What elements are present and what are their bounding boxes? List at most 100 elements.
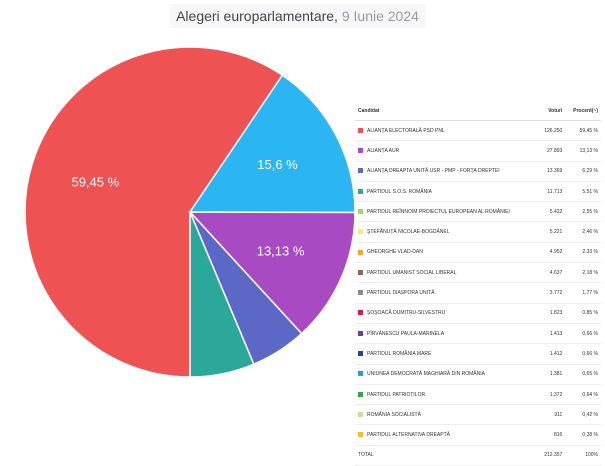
pie-slice [24,46,284,378]
slice-label: 13,13 % [257,243,305,258]
votes-cell: 5.221 [537,221,566,243]
color-swatch [358,310,363,316]
table-row: ALIANȚA AUR 27.893 13,13 % [355,140,601,162]
color-swatch [358,148,363,154]
chart: 59,45 % 15,6 % 13,13 % [24,46,356,378]
candidate-name: PÎRVĂNESCU PAULA-MARINELA [367,330,445,337]
name-cell: ȘTEFĂNUȚĂ NICOLAE-BOGDĂNEL [355,221,538,243]
percent-cell: 5,51 % [565,181,601,203]
percent-cell: 0,66 % [565,323,601,345]
votes-cell: 27.893 [537,140,566,162]
votes-cell: 1.372 [537,384,566,406]
votes-cell: 11.713 [537,181,566,203]
percent-cell: 0,42 % [565,404,601,426]
name-cell: ALIANȚA AUR [355,140,538,162]
total-label: TOTAL [355,445,538,466]
pie-slice [189,211,255,378]
table-row: ROMÂNIA SOCIALISTĂ 911 0,42 % [355,404,601,426]
percent-cell: 2,55 % [565,201,601,223]
votes-cell: 4.952 [537,242,566,264]
title-box: Alegeri europarlamentare, 9 Iunie 2024 [170,4,425,28]
pie-slice [188,74,356,214]
percent-cell: 0,65 % [565,364,601,385]
table-row: ȘOȘOACĂ DUMITRU-SILVESTRU 1.823 0,85 % [355,303,601,324]
name-cell: ȘOȘOACĂ DUMITRU-SILVESTRU [355,303,538,324]
color-swatch [358,127,363,133]
slice-label: 15,6 % [257,157,298,172]
color-swatch [358,371,363,377]
color-swatch [358,330,363,336]
name-cell: PÎRVĂNESCU PAULA-MARINELA [355,323,538,345]
chart-title: Alegeri europarlamentare, [176,8,338,24]
table-row: GHEORGHE VLAD-DAN 4.952 2,33 % [355,242,601,264]
candidate-name: PARTIDUL S.O.S. ROMÂNIA [367,188,432,195]
slice-label: 59,45 % [71,174,119,189]
results-table: Candidat Voturi Procent(~) ALIANȚA ELECT… [355,102,601,466]
candidate-name: ALIANȚA DREAPTA UNITĂ USR - PMP - FORȚA … [367,168,500,175]
votes-cell: 1.381 [537,364,566,385]
table-row: PÎRVĂNESCU PAULA-MARINELA 1.413 0,66 % [355,323,601,345]
color-swatch [358,209,363,214]
total-percent: 100% [565,445,601,466]
percent-cell: 0,85 % [565,303,601,324]
candidate-name: GHEORGHE VLAD-DAN [367,249,423,256]
votes-cell: 1.413 [537,323,566,345]
total-votes: 212.357 [537,445,566,466]
name-cell: PARTIDUL ALTERNATIVA DREAPTĂ [355,424,538,446]
votes-cell: 5.422 [537,201,566,223]
column-header: Candidat [355,102,538,121]
candidate-name: ROMÂNIA SOCIALISTĂ [367,411,421,418]
percent-cell: 59,45 % [565,120,601,142]
votes-cell: 1.823 [537,303,566,324]
color-swatch [358,411,363,417]
name-cell: PARTIDUL S.O.S. ROMÂNIA [355,181,538,203]
table-row: PARTIDUL UMANIST SOCIAL LIBERAL 4.637 2,18… [355,262,601,284]
color-swatch [358,249,363,255]
name-cell: ALIANȚA DREAPTA UNITĂ USR - PMP - FORȚA … [355,161,538,182]
chart-subtitle: 9 Iunie 2024 [341,8,419,24]
candidate-name: PARTIDUL ROMÂNIA MARE [367,350,432,357]
table-row: ALIANȚA DREAPTA UNITĂ USR - PMP - FORȚA … [355,161,601,182]
candidate-name: PARTIDUL REÎNNOIM PROIECTUL EUROPEAN AL … [367,208,510,215]
votes-cell: 911 [537,404,566,426]
table-row: PARTIDUL DIASPORA UNITĂ 3.772 1,77 % [355,282,601,304]
color-swatch [358,432,363,438]
candidate-name: ȘTEFĂNUȚĂ NICOLAE-BOGDĂNEL [367,229,450,236]
table-row: ALIANȚA ELECTORALĂ PSD PNL 126.250 59,45 % [355,120,601,142]
candidate-name: PARTIDUL UMANIST SOCIAL LIBERAL [367,269,457,276]
candidate-name: UNIUNEA DEMOCRATĂ MAGHIARĂ DIN ROMÂNIA [367,371,485,378]
percent-cell: 0,64 % [565,384,601,406]
candidate-name: PARTIDUL DIASPORA UNITĂ [367,290,435,297]
percent-cell: 6,29 % [565,161,601,182]
color-swatch [358,290,363,296]
table-row: ȘTEFĂNUȚĂ NICOLAE-BOGDĂNEL 5.221 2,46 % [355,221,601,243]
name-cell: PARTIDUL UMANIST SOCIAL LIBERAL [355,262,538,284]
votes-cell: 13.369 [537,161,566,182]
table-row: PARTIDUL S.O.S. ROMÂNIA 11.713 5,51 % [355,181,601,203]
votes-cell: 816 [537,424,566,446]
percent-cell: 13,13 % [565,140,601,162]
name-cell: ALIANȚA ELECTORALĂ PSD PNL [355,120,538,142]
total-row: TOTAL 212.357 100% [355,445,601,466]
percent-cell: 2,18 % [565,262,601,284]
votes-cell: 4.637 [537,262,566,284]
name-cell: UNIUNEA DEMOCRATĂ MAGHIARĂ DIN ROMÂNIA [355,364,538,385]
table-row: PARTIDUL REÎNNOIM PROIECTUL EUROPEAN AL … [355,201,601,223]
name-cell: PARTIDUL REÎNNOIM PROIECTUL EUROPEAN AL … [355,201,538,223]
page: Alegeri europarlamentare, 9 Iunie 2024 5… [24,4,601,466]
color-swatch [358,351,363,357]
votes-cell: 126.250 [537,120,566,142]
pie-slice [188,211,356,335]
candidate-name: ALIANȚA ELECTORALĂ PSD PNL [367,127,445,134]
votes-cell: 3.772 [537,282,566,304]
name-cell: GHEORGHE VLAD-DAN [355,242,538,264]
name-cell: ROMÂNIA SOCIALISTĂ [355,404,538,426]
table-row: UNIUNEA DEMOCRATĂ MAGHIARĂ DIN ROMÂNIA 1.… [355,364,601,385]
header-row: Candidat Voturi Procent(~) [355,102,601,121]
candidate-name: ALIANȚA AUR [367,147,400,154]
color-swatch [358,229,363,235]
candidate-name: ȘOȘOACĂ DUMITRU-SILVESTRU [367,310,446,317]
candidate-name: PARTIDUL PATRIOȚILOR [367,391,426,398]
votes-cell: 1.412 [537,343,566,365]
percent-cell: 0,66 % [565,343,601,365]
